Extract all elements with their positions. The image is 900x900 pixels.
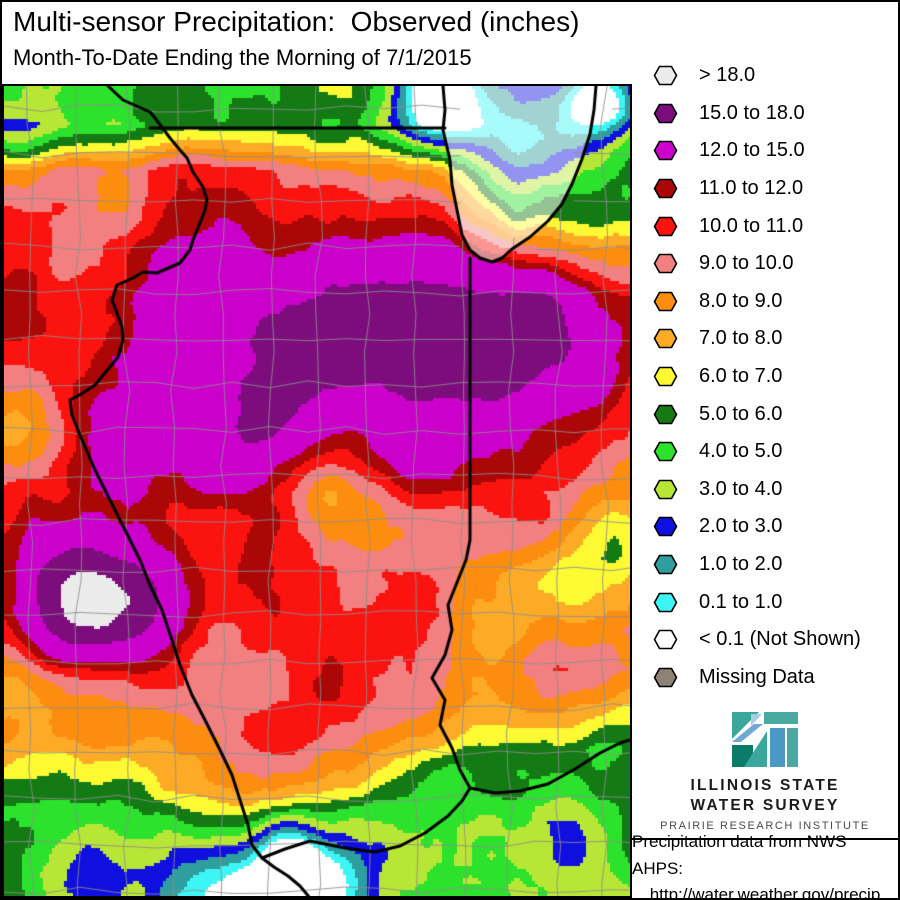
legend-item-label: > 18.0 [699, 64, 756, 87]
hex-swatch-icon [653, 103, 678, 124]
hex-swatch-icon [653, 629, 678, 650]
credit-url: http://water.weather.gov/precip [649, 885, 881, 900]
legend-item-label: 0.1 to 1.0 [699, 590, 783, 613]
logo-line-2: WATER SURVEY [690, 797, 840, 814]
legend-item-label: 11.0 to 12.0 [699, 177, 804, 200]
hex-swatch-icon [653, 253, 678, 274]
legend-item: 15.0 to 18.0 [653, 95, 898, 133]
legend-item-label: 7.0 to 8.0 [699, 327, 783, 350]
legend-item: 12.0 to 15.0 [653, 132, 898, 170]
legend-item-label: 4.0 to 5.0 [699, 440, 783, 463]
legend-item-label: 15.0 to 18.0 [699, 101, 805, 124]
hex-swatch-icon [653, 178, 678, 199]
legend-item: 8.0 to 9.0 [653, 283, 898, 321]
legend-item: 1.0 to 2.0 [653, 546, 898, 584]
legend-item: 9.0 to 10.0 [653, 245, 898, 283]
hex-swatch-icon [653, 517, 678, 537]
legend-item: 11.0 to 12.0 [653, 170, 898, 208]
legend-item: Missing Data [653, 659, 898, 697]
page-title: Multi-sensor Precipitation: Observed (in… [13, 6, 580, 37]
isws-logo: ILLINOIS STATE WATER SURVEY PRAIRIE RESE… [632, 711, 898, 834]
hex-swatch-icon [653, 404, 678, 424]
legend-item-label: 8.0 to 9.0 [699, 289, 783, 312]
credit-box: Precipitation data from NWS AHPS: http:/… [630, 832, 900, 900]
legend-item: 0.1 to 1.0 [653, 583, 898, 621]
page-subtitle: Month-To-Date Ending the Morning of 7/1/… [13, 45, 472, 70]
legend-item-label: < 0.1 (Not Shown) [699, 628, 861, 651]
hex-swatch-icon [653, 216, 678, 236]
hex-swatch-icon [653, 329, 678, 349]
legend-item-label: Missing Data [699, 665, 815, 688]
hex-swatch-icon [653, 479, 678, 500]
legend-item: 3.0 to 4.0 [653, 471, 898, 509]
logo-line-1: ILLINOIS STATE [690, 777, 840, 794]
hex-swatch-icon [653, 291, 678, 312]
hex-swatch-icon [653, 366, 678, 387]
legend-item: 2.0 to 3.0 [653, 508, 898, 546]
isws-logo-mark-icon [732, 712, 798, 767]
legend-item: 7.0 to 8.0 [653, 320, 898, 358]
legend-item: < 0.1 (Not Shown) [653, 621, 898, 659]
legend-item: > 18.0 [653, 57, 898, 95]
legend-item-label: 10.0 to 11.0 [699, 214, 804, 237]
legend-item: 6.0 to 7.0 [653, 358, 898, 396]
legend-item: 4.0 to 5.0 [653, 433, 898, 471]
legend-item-label: 12.0 to 15.0 [699, 139, 805, 162]
precipitation-map-canvas [4, 86, 630, 896]
hex-swatch-icon [653, 141, 678, 161]
legend-item: 10.0 to 11.0 [653, 207, 898, 245]
legend-item-label: 2.0 to 3.0 [699, 515, 783, 538]
hex-swatch-icon [653, 441, 678, 462]
legend-item-label: 6.0 to 7.0 [699, 365, 783, 388]
hex-swatch-icon [653, 667, 678, 688]
legend-item-label: 3.0 to 4.0 [699, 477, 783, 500]
hex-swatch-icon [653, 554, 678, 575]
logo-line-3: PRAIRIE RESEARCH INSTITUTE [660, 820, 870, 832]
legend-item: 5.0 to 6.0 [653, 395, 898, 433]
legend: > 18.0 15.0 to 18.0 12.0 to 15.0 11.0 to… [653, 57, 898, 696]
legend-item-label: 1.0 to 2.0 [699, 553, 783, 576]
hex-swatch-icon [653, 592, 678, 612]
hex-swatch-icon [653, 65, 678, 86]
legend-item-label: 9.0 to 10.0 [699, 252, 794, 275]
precipitation-map [2, 84, 632, 898]
legend-item-label: 5.0 to 6.0 [699, 402, 783, 425]
credit-source: Precipitation data from NWS AHPS: [632, 832, 847, 878]
